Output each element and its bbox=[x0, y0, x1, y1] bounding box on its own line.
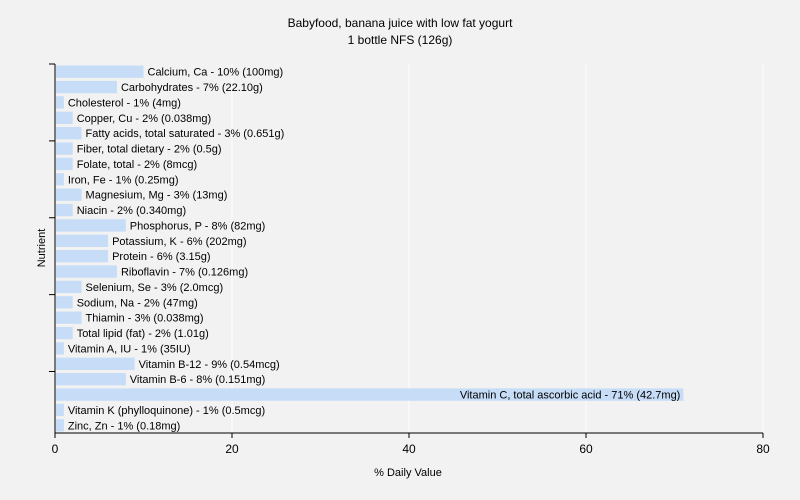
bar-label: Thiamin - 3% (0.038mg) bbox=[86, 313, 204, 325]
chart-title: Babyfood, banana juice with low fat yogu… bbox=[288, 16, 513, 30]
bar-label: Potassium, K - 6% (202mg) bbox=[112, 236, 247, 248]
bar bbox=[56, 311, 82, 324]
bar bbox=[56, 173, 64, 186]
bar-label: Cholesterol - 1% (4mg) bbox=[68, 97, 181, 109]
bar bbox=[56, 234, 109, 247]
bar bbox=[56, 142, 73, 155]
bar-label: Vitamin K (phylloquinone) - 1% (0.5mcg) bbox=[68, 405, 265, 417]
bar bbox=[56, 419, 64, 432]
bar bbox=[56, 80, 117, 94]
bar bbox=[56, 265, 117, 278]
bar bbox=[56, 65, 144, 78]
y-axis-label: Nutrient bbox=[36, 229, 48, 268]
chart-subtitle: 1 bottle NFS (126g) bbox=[348, 33, 453, 47]
bar-label: Niacin - 2% (0.340mg) bbox=[77, 205, 186, 217]
bar-label: Phosphorus, P - 8% (82mg) bbox=[130, 220, 266, 232]
x-tick-label: 20 bbox=[225, 442, 239, 456]
bar bbox=[56, 342, 64, 355]
bar-layer: Calcium, Ca - 10% (100mg) Carbohydrates -… bbox=[56, 65, 684, 432]
bar-label: Protein - 6% (3.15g) bbox=[112, 251, 210, 263]
bar-label: Sodium, Na - 2% (47mg) bbox=[77, 297, 198, 309]
bar bbox=[56, 250, 109, 263]
x-tick-label: 60 bbox=[579, 442, 593, 456]
bar-label: Vitamin B-12 - 9% (0.54mcg) bbox=[139, 359, 280, 371]
bar bbox=[56, 326, 73, 340]
bar-label: Fiber, total dietary - 2% (0.5g) bbox=[77, 144, 222, 156]
bar-label: Total lipid (fat) - 2% (1.01g) bbox=[77, 328, 209, 340]
bar bbox=[56, 219, 126, 232]
bar bbox=[56, 157, 73, 171]
bar-label: Selenium, Se - 3% (2.0mcg) bbox=[86, 282, 224, 294]
bar-label: Riboflavin - 7% (0.126mg) bbox=[121, 267, 248, 279]
bar bbox=[56, 388, 684, 401]
x-tick-label: 40 bbox=[402, 442, 416, 456]
bar bbox=[56, 96, 64, 109]
bar bbox=[56, 111, 73, 124]
bar-label: Carbohydrates - 7% (22.10g) bbox=[121, 82, 263, 94]
x-tick-label: 0 bbox=[52, 442, 59, 456]
bar-label: Calcium, Ca - 10% (100mg) bbox=[148, 67, 284, 79]
bar-label: Vitamin B-6 - 8% (0.151mg) bbox=[130, 374, 266, 386]
bar-label: Copper, Cu - 2% (0.038mg) bbox=[77, 113, 212, 125]
bar bbox=[56, 280, 82, 294]
bar-label: Fatty acids, total saturated - 3% (0.651… bbox=[86, 128, 285, 140]
x-tick-label: 80 bbox=[756, 442, 770, 456]
bar bbox=[56, 203, 73, 217]
bar bbox=[56, 296, 73, 309]
grid-layer bbox=[231, 64, 764, 433]
bar bbox=[56, 357, 135, 370]
bar-label: Magnesium, Mg - 3% (13mg) bbox=[86, 190, 228, 202]
bar bbox=[56, 403, 64, 417]
bar-label: Zinc, Zn - 1% (0.18mg) bbox=[68, 420, 180, 432]
bar-label: Vitamin C, total ascorbic acid - 71% (42… bbox=[460, 390, 681, 402]
bar bbox=[56, 373, 126, 386]
x-axis-label: % Daily Value bbox=[374, 467, 442, 479]
bar-label: Iron, Fe - 1% (0.25mg) bbox=[68, 174, 179, 186]
bar bbox=[56, 188, 82, 201]
bar bbox=[56, 127, 82, 140]
axis-layer: 0 20 40 60 80 bbox=[49, 63, 770, 456]
bar-label: Folate, total - 2% (8mcg) bbox=[77, 159, 197, 171]
bar-label: Vitamin A, IU - 1% (35IU) bbox=[68, 343, 191, 355]
